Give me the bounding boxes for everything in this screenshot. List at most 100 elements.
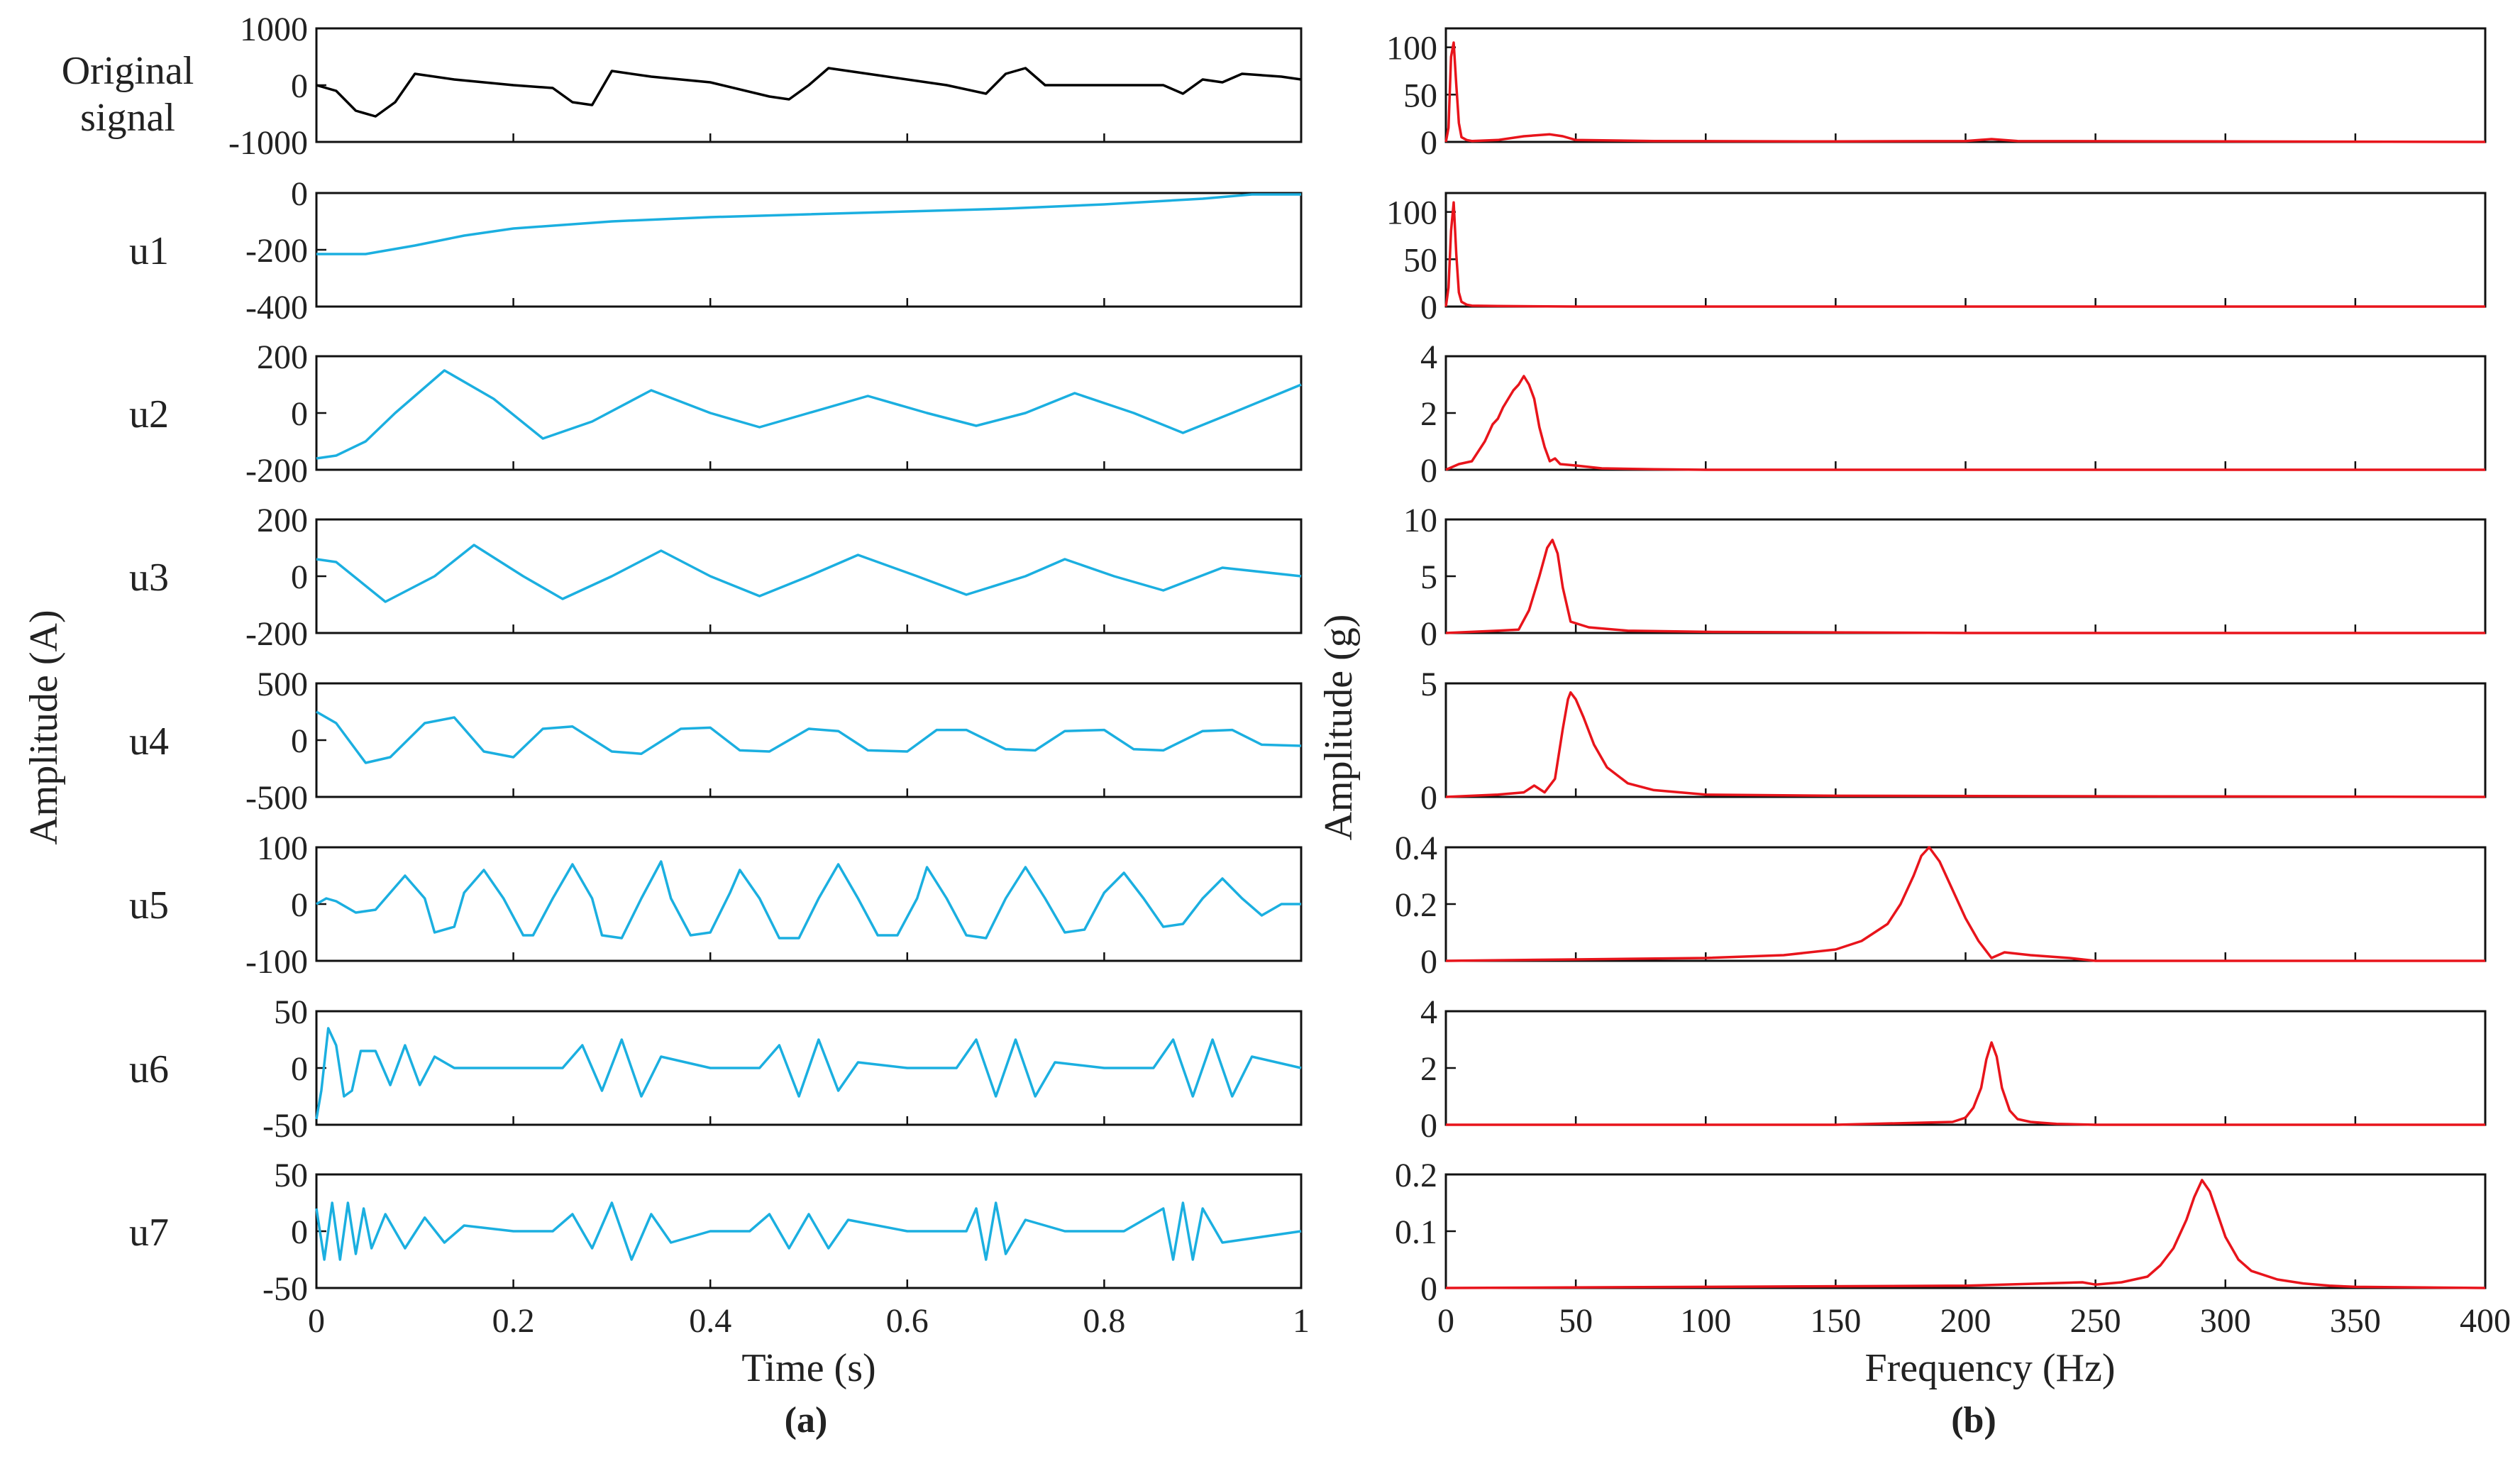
panel-label-b: (b) [1951,1400,1996,1441]
freq-ytick-label: 2 [1420,395,1437,433]
time-ytick-label: 0 [291,886,308,924]
freq-axes-row-7: 4 2 0 [1420,993,2487,1145]
freq-xtick-label: 200 [1940,1302,1991,1340]
time-axes-row-1: 1000 0 -1000 [228,11,1303,162]
time-series-line-6 [316,860,1301,940]
left-ylabel: Amplitude (A) [22,610,66,844]
freq-ytick-label: 0.4 [1395,830,1437,867]
time-series-line-5 [316,710,1302,764]
freq-axes-row-5: 50 [1420,666,2487,817]
time-ytick-label: 1000 [240,11,308,48]
freq-xtick-label: 350 [2330,1302,2381,1340]
freq-xtick-label: 100 [1680,1302,1731,1340]
time-ytick-label: -100 [245,943,308,981]
time-series-line-8 [315,1201,1302,1261]
time-xtick-label: 0 [308,1302,325,1340]
freq-ytick-label: 0 [1420,779,1437,817]
freq-series-line-2 [1444,201,2485,308]
time-xtick-label: 0.8 [1083,1302,1125,1340]
freq-frame [1444,355,2487,471]
freq-series-line-4 [1445,539,2485,634]
freq-ytick-label: 0.2 [1395,886,1437,924]
freq-ytick-label: 0 [1420,943,1437,981]
time-ytick-label: 200 [257,502,308,539]
freq-xtick-label: 0 [1437,1302,1454,1340]
time-ytick-label: 50 [274,1157,308,1194]
freq-frame [1444,518,2487,634]
freq-ytick-label: 100 [1386,194,1437,232]
row-label: u7 [129,1211,169,1255]
time-ytick-label: 0 [291,558,308,596]
time-ytick-label: -500 [245,779,308,817]
time-series-line-7 [315,1027,1302,1120]
right-ylabel: Amplitude (g) [1317,615,1361,841]
time-ytick-label: -50 [262,1270,308,1308]
freq-axes-row-3: 4 2 0 [1420,338,2487,490]
freq-ytick-label: 100 [1386,30,1437,67]
axes-layer: 10000-1000100500Originalsignal0-200-4001… [62,11,2511,1340]
freq-ytick-label: 4 [1420,993,1437,1031]
freq-axes-row-8: 0.2 0.1 00 50 100 150 200 250 300 350 400 [1395,1157,2511,1340]
freq-series-line-3 [1445,375,2485,471]
freq-axes-row-6: 0.4 0.2 0 [1395,830,2487,981]
time-axes-row-7: 50 0 -50 [262,993,1303,1145]
freq-series-line-8 [1445,1179,2486,1289]
time-ytick-label: -50 [262,1107,308,1145]
time-ytick-label: 0 [291,722,308,760]
freq-frame [1444,846,2487,962]
time-axes-row-4: 200 0 -200 [245,502,1303,653]
freq-ytick-label: 0.2 [1395,1157,1437,1194]
freq-xtick-label: 150 [1810,1302,1861,1340]
time-series-line-4 [316,544,1302,603]
row-label: u4 [129,720,169,764]
time-axes-row-5: 500 0 -500 [245,666,1303,817]
row-label: u3 [129,556,169,600]
time-frame [315,846,1303,962]
time-xtick-label: 1 [1293,1302,1310,1340]
freq-ytick-label: 0 [1420,289,1437,326]
freq-ytick-label: 50 [1403,241,1437,279]
row-label-line: signal [80,96,175,140]
freq-ytick-label: 50 [1403,77,1437,114]
freq-ytick-label: 2 [1420,1050,1437,1088]
freq-frame [1444,1010,2487,1126]
freq-xtick-label: 300 [2200,1302,2251,1340]
freq-frame [1444,1173,2487,1289]
time-ytick-label: 50 [274,993,308,1031]
time-series-line-1 [316,67,1302,118]
time-ytick-label: 100 [257,830,308,867]
time-ytick-label: 0 [291,175,308,213]
freq-ytick-label: 5 [1420,558,1437,596]
time-axes-row-6: 100 0 -100 [245,830,1303,981]
freq-ytick-label: 0 [1420,1107,1437,1145]
freq-frame [1444,192,2487,308]
time-ytick-label: 0 [291,395,308,433]
freq-ytick-label: 10 [1403,502,1437,539]
time-axes-row-3: 200 0 -200 [245,338,1303,490]
freq-series-line-6 [1445,846,2485,962]
freq-xtick-label: 250 [2070,1302,2121,1340]
freq-xtick-label: 50 [1559,1302,1593,1340]
freq-axes-row-1: 100 50 0 [1386,27,2487,162]
time-xtick-label: 0.6 [886,1302,929,1340]
time-xtick-label: 0.2 [492,1302,535,1340]
right-xlabel: Frequency (Hz) [1865,1346,2116,1390]
freq-frame [1444,682,2487,798]
row-label: u2 [129,392,169,436]
time-ytick-label: -200 [245,615,308,653]
row-label-line: Original [62,49,194,93]
time-ytick-label: 0 [291,67,308,105]
time-frame [315,682,1303,798]
time-axes-row-2: 0 -200 -400 [245,175,1303,326]
time-ytick-label: -200 [245,452,308,490]
freq-xtick-label: 400 [2460,1302,2511,1340]
time-ytick-label: -400 [245,289,308,326]
row-label: u6 [129,1047,169,1091]
time-series-line-2 [316,193,1301,255]
panel-label-a: (a) [785,1400,828,1441]
freq-ytick-label: 0 [1420,452,1437,490]
time-ytick-label: 0 [291,1213,308,1251]
freq-series-line-5 [1445,691,2486,798]
time-ytick-label: -200 [245,232,308,270]
